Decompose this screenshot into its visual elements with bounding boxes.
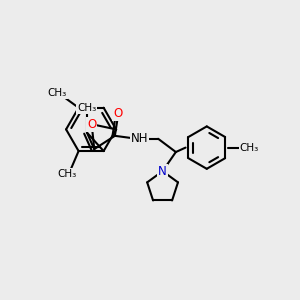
Text: N: N	[158, 165, 167, 178]
Text: CH₃: CH₃	[77, 103, 97, 113]
Text: CH₃: CH₃	[239, 142, 259, 153]
Text: NH: NH	[130, 132, 148, 145]
Text: O: O	[113, 107, 122, 120]
Text: CH₃: CH₃	[48, 88, 67, 98]
Text: CH₃: CH₃	[57, 169, 76, 179]
Text: O: O	[87, 118, 96, 131]
